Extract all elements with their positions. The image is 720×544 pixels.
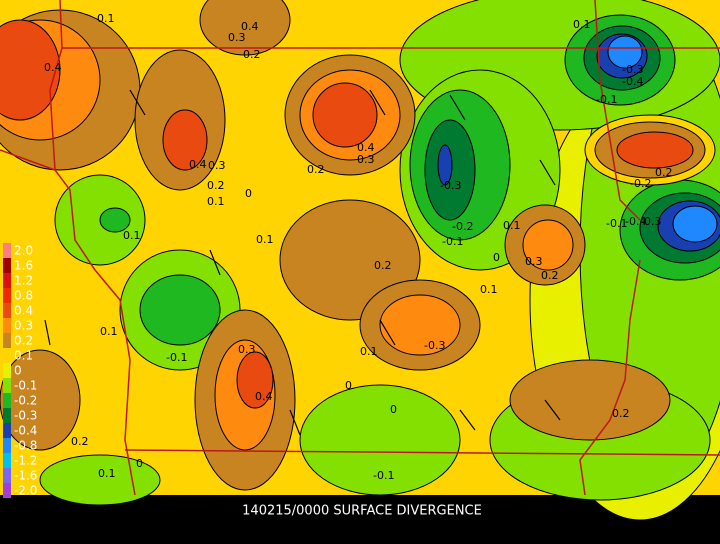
- legend-swatch: [3, 378, 11, 393]
- contour-label: 0.2: [374, 259, 392, 272]
- legend-swatch: [3, 258, 11, 273]
- contour-label: 0.3: [208, 159, 226, 172]
- legend-swatch: [3, 438, 11, 453]
- contour-label: 0.2: [655, 166, 673, 179]
- contour-label: -0.4: [625, 215, 646, 228]
- contour-label: 0.2: [207, 179, 225, 192]
- contour-label: 0.3: [357, 153, 375, 166]
- legend-label: -2.0: [14, 484, 37, 498]
- legend-swatch: [3, 423, 11, 438]
- legend-label: -1.2: [14, 454, 37, 468]
- legend-label: -0.8: [14, 439, 37, 453]
- legend-swatch: [3, 408, 11, 423]
- contour-label: -0.1: [442, 235, 463, 248]
- legend-swatch: [3, 243, 11, 258]
- contour-labels: 0.10.40.30.20.40.4 0.30.20.10-0.3-0.40.40…: [44, 12, 673, 482]
- contour-label: -0.2: [452, 220, 473, 233]
- color-legend: 2.01.61.20.80.40.30.20.10-0.1-0.2-0.3-0.…: [3, 243, 37, 498]
- legend-label: 1.2: [14, 274, 33, 288]
- contour-label: 0.3: [525, 255, 543, 268]
- legend-swatch: [3, 393, 11, 408]
- contour-label: -0.2: [630, 177, 651, 190]
- contour-label: 0.1: [123, 229, 141, 242]
- contour-label: -0.3: [622, 63, 643, 76]
- contour-label: 0.2: [612, 407, 630, 420]
- legend-swatch: [3, 363, 11, 378]
- legend-swatch: [3, 468, 11, 483]
- legend-swatch: [3, 273, 11, 288]
- contour-label: 0.1: [98, 467, 116, 480]
- contour-label: -0.1: [373, 469, 394, 482]
- legend-swatch: [3, 453, 11, 468]
- legend-label: 0.2: [14, 334, 33, 348]
- legend-label: 0.3: [14, 319, 33, 333]
- contour-label: -0.1: [166, 351, 187, 364]
- contour-label: 0.4: [189, 158, 207, 171]
- contour-label: 0.3: [228, 31, 246, 44]
- contour-label: 0.2: [243, 48, 261, 61]
- contour-label: -0.1: [596, 93, 617, 106]
- legend-label: -0.4: [14, 424, 37, 438]
- contour-label: 0.4: [44, 61, 62, 74]
- legend-label: -0.1: [14, 379, 37, 393]
- contour-label: -0.3: [424, 339, 445, 352]
- contour-label: 0.1: [100, 325, 118, 338]
- legend-label: 0.4: [14, 304, 33, 318]
- contour-label: -0.3: [640, 215, 661, 228]
- legend-label: -0.2: [14, 394, 37, 408]
- contour-label: 0.4: [255, 390, 273, 403]
- contour-label: 0: [390, 403, 397, 416]
- legend-swatch: [3, 318, 11, 333]
- legend-swatch: [3, 483, 11, 498]
- contour-label: 0.2: [71, 435, 89, 448]
- legend-label: 0.8: [14, 289, 33, 303]
- contour-label: 0.1: [207, 195, 225, 208]
- contour-label: 0: [245, 187, 252, 200]
- contour-label: 0.4: [241, 20, 259, 33]
- contour-label: 0.2: [541, 269, 559, 282]
- legend-label: 2.0: [14, 244, 33, 258]
- legend-label: -0.3: [14, 409, 37, 423]
- legend-label: 0.1: [14, 349, 33, 363]
- contour-label: 0: [136, 457, 143, 470]
- legend-swatch: [3, 303, 11, 318]
- contour-label: 0.1: [256, 233, 274, 246]
- map-title: 140215/0000 SURFACE DIVERGENCE: [242, 504, 482, 519]
- legend-label: -1.6: [14, 469, 37, 483]
- contour-label: 0: [493, 251, 500, 264]
- contour-label: 0.1: [480, 283, 498, 296]
- contour-label: 0.4: [357, 141, 375, 154]
- legend-swatch: [3, 288, 11, 303]
- divergence-field: [0, 0, 720, 521]
- legend-label: 0: [14, 364, 22, 378]
- legend-label: 1.6: [14, 259, 33, 273]
- contour-label: -0.1: [606, 217, 627, 230]
- legend-swatch: [3, 348, 11, 363]
- contour-label: 0.3: [238, 343, 256, 356]
- contour-label: -0.3: [440, 179, 461, 192]
- contour-label: 0.1: [97, 12, 115, 25]
- contour-label: 0: [345, 379, 352, 392]
- contour-label: 0.2: [307, 163, 325, 176]
- state-borders: [0, 0, 720, 496]
- legend-swatch: [3, 333, 11, 348]
- contour-label: 0.1: [573, 18, 591, 31]
- wind-barbs: [44, 89, 561, 436]
- contour-label: -0.4: [622, 75, 643, 88]
- contour-label: 0.1: [360, 345, 378, 358]
- contour-label: 0.1: [503, 219, 521, 232]
